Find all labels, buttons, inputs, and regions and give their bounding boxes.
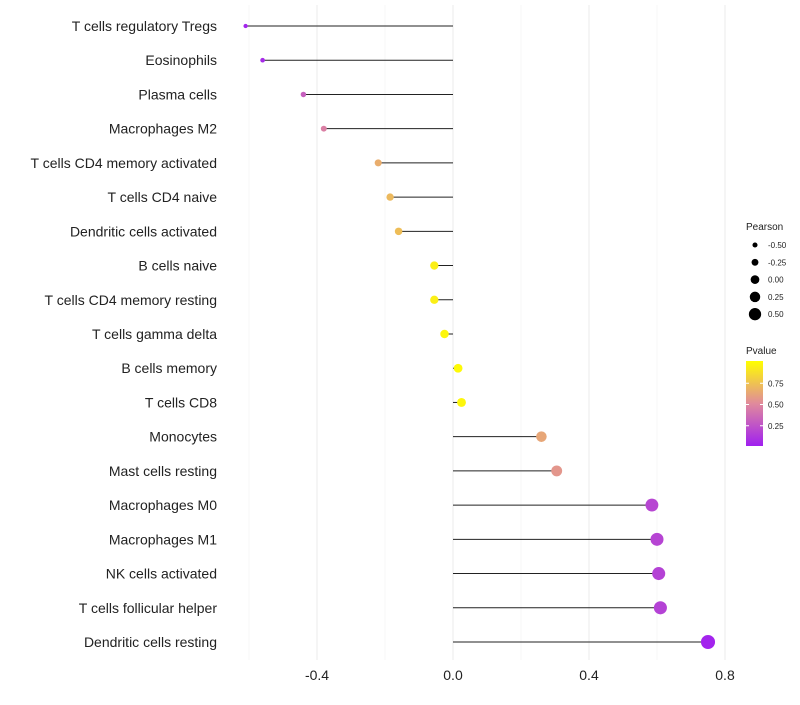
lollipop-point bbox=[700, 634, 716, 650]
lollipop-point bbox=[430, 261, 439, 270]
y-category-label: B cells memory bbox=[121, 360, 217, 376]
lollipop-point bbox=[260, 57, 265, 63]
y-category-label: T cells CD8 bbox=[145, 394, 217, 410]
lollipop-point bbox=[430, 295, 439, 304]
x-tick-label: 0.0 bbox=[443, 667, 463, 683]
legend-color-bar bbox=[746, 361, 763, 446]
y-category-label: Mast cells resting bbox=[109, 463, 217, 479]
x-tick-label: 0.8 bbox=[715, 667, 735, 683]
y-category-label: B cells naive bbox=[138, 258, 217, 274]
y-category-label: T cells follicular helper bbox=[79, 600, 218, 616]
lollipop-point bbox=[453, 363, 463, 373]
lollipop-point bbox=[386, 193, 394, 201]
y-category-label: T cells gamma delta bbox=[92, 326, 217, 342]
lollipop-point bbox=[320, 125, 327, 132]
lollipop-point bbox=[653, 601, 667, 615]
lollipop-point bbox=[440, 329, 449, 339]
y-category-label: T cells CD4 memory activated bbox=[31, 155, 217, 171]
lollipop-point bbox=[394, 227, 403, 236]
lollipop-point bbox=[650, 532, 664, 546]
legend-size-label: 0.25 bbox=[768, 293, 784, 302]
legend-size-label: 0.50 bbox=[768, 310, 784, 319]
y-category-label: Macrophages M2 bbox=[109, 121, 217, 137]
legend-color-label: 0.25 bbox=[768, 422, 784, 431]
lollipop-point bbox=[300, 91, 307, 98]
lollipop-point bbox=[551, 465, 563, 477]
x-tick-label: -0.4 bbox=[305, 667, 329, 683]
legend-size-label: -0.50 bbox=[768, 241, 787, 250]
lollipop-point bbox=[536, 431, 547, 442]
lollipop-point bbox=[652, 567, 666, 581]
legend-size-key bbox=[748, 308, 762, 321]
y-category-label: T cells CD4 memory resting bbox=[45, 292, 217, 308]
legend-color-label: 0.75 bbox=[768, 379, 784, 388]
legend-color-title: Pvalue bbox=[746, 346, 777, 357]
x-tick-label: 0.4 bbox=[579, 667, 599, 683]
legend-size-title: Pearson bbox=[746, 222, 783, 233]
lollipop-point bbox=[374, 159, 382, 167]
y-category-label: Dendritic cells activated bbox=[70, 223, 217, 239]
legend-color-label: 0.50 bbox=[768, 401, 784, 410]
lollipop-point bbox=[457, 398, 466, 407]
legend-size-label: 0.00 bbox=[768, 276, 784, 285]
y-category-label: T cells CD4 naive bbox=[108, 189, 218, 205]
y-category-label: Macrophages M0 bbox=[109, 497, 217, 513]
legend-size-key bbox=[752, 242, 758, 248]
y-category-label: Plasma cells bbox=[138, 86, 217, 102]
lollipop-point bbox=[645, 498, 659, 512]
y-category-label: Monocytes bbox=[149, 429, 217, 445]
y-category-label: Macrophages M1 bbox=[109, 531, 217, 547]
y-category-label: NK cells activated bbox=[106, 566, 217, 582]
legend-size-key bbox=[750, 275, 760, 284]
y-category-label: Dendritic cells resting bbox=[84, 634, 217, 650]
legend-size-label: -0.25 bbox=[768, 258, 787, 267]
legend-size-key bbox=[749, 291, 761, 303]
y-category-label: T cells regulatory Tregs bbox=[72, 18, 217, 34]
lollipop-point bbox=[243, 23, 248, 29]
y-category-label: Eosinophils bbox=[145, 52, 217, 68]
legend-size-key bbox=[751, 258, 759, 266]
